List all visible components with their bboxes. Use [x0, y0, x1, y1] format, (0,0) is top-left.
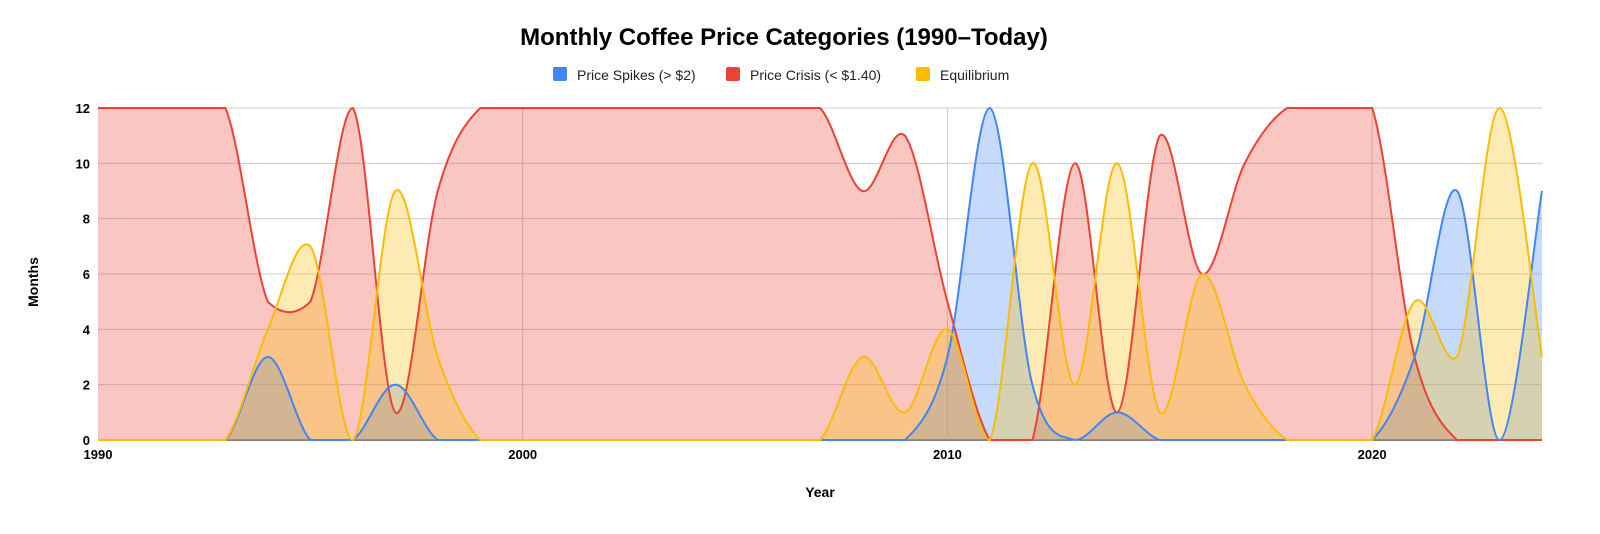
- y-tick-label: 6: [83, 267, 90, 282]
- x-tick-label: 2010: [933, 447, 962, 462]
- x-tick-label: 2020: [1358, 447, 1387, 462]
- series-lines: [97, 106, 1543, 442]
- series-areas: [98, 108, 1542, 440]
- series-area: [98, 108, 1542, 440]
- legend-swatch: [726, 67, 740, 81]
- y-axis-label: Months: [25, 257, 41, 307]
- legend-label: Equilibrium: [940, 67, 1009, 83]
- legend-label: Price Spikes (> $2): [577, 67, 696, 83]
- chart-title: Monthly Coffee Price Categories (1990–To…: [520, 24, 1048, 51]
- legend-label: Price Crisis (< $1.40): [750, 67, 881, 83]
- x-tick-label: 1990: [84, 447, 113, 462]
- series-line: [98, 106, 1543, 442]
- y-tick-label: 0: [83, 433, 90, 448]
- series-area: [98, 108, 1542, 440]
- y-tick-label: 12: [76, 101, 90, 116]
- y-tick-label: 4: [83, 322, 91, 337]
- y-tick-label: 8: [83, 212, 90, 227]
- series-line: [97, 106, 1542, 441]
- y-tick-label: 2: [83, 378, 90, 393]
- legend-swatch: [553, 67, 567, 81]
- legend-swatch: [916, 67, 930, 81]
- axis-ticks: 0 2 4 6 8 10 12 1990 2000 2010 2020: [76, 101, 1387, 462]
- x-axis-label: Year: [805, 484, 835, 500]
- y-tick-label: 10: [76, 156, 90, 171]
- legend: Price Spikes (> $2) Price Crisis (< $1.40…: [553, 67, 1009, 83]
- x-tick-label: 2000: [508, 447, 537, 462]
